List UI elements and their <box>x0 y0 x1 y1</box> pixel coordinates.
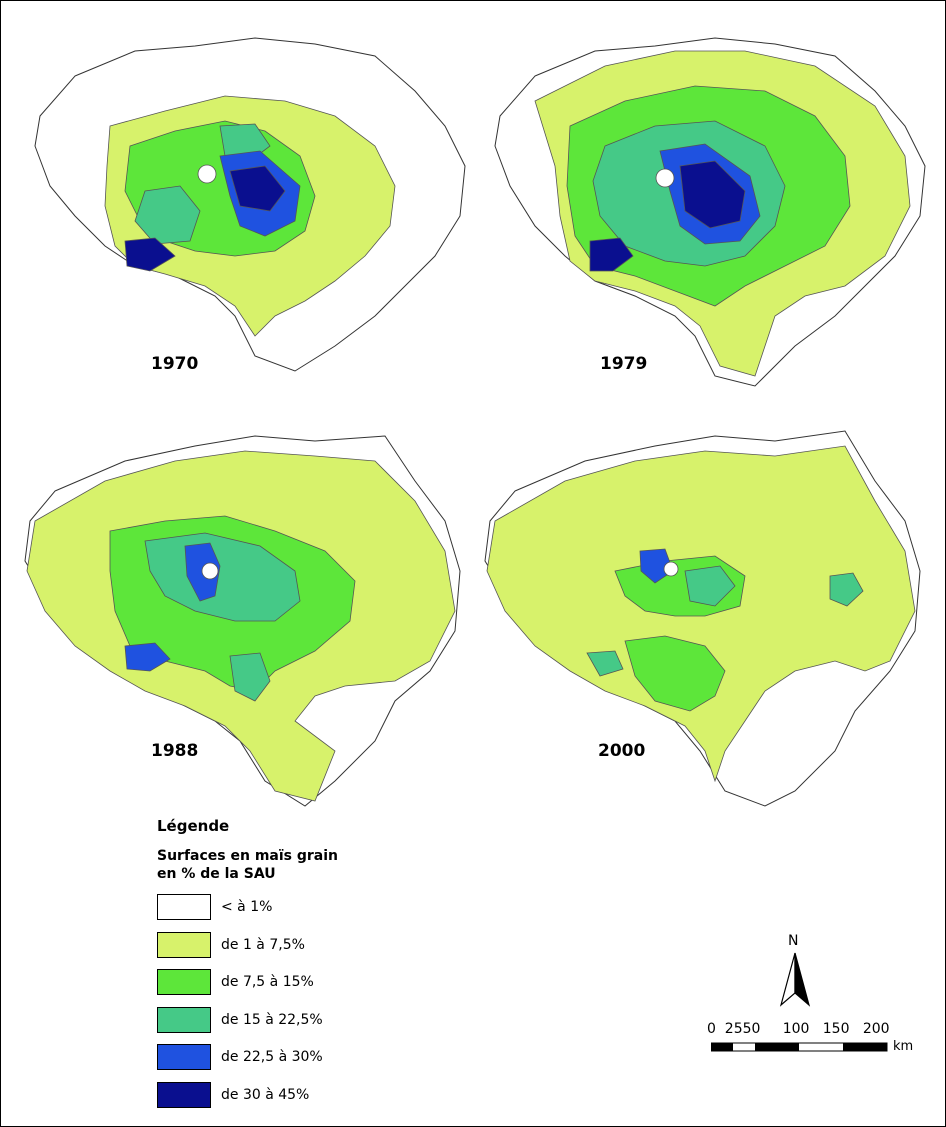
legend-class: de 15 à 22,5% <box>157 1006 487 1034</box>
map-1988: 1988 <box>15 421 475 811</box>
scale-bar-graphic <box>711 1042 888 1052</box>
legend-label-3: de 15 à 22,5% <box>221 1011 323 1028</box>
region-map-1970 <box>34 37 466 372</box>
north-letter: N <box>788 933 799 949</box>
legend-label-2: de 7,5 à 15% <box>221 974 314 990</box>
scale-ticks: 0 2550 100 150 200 <box>707 1021 890 1037</box>
region-map-1988 <box>24 435 461 807</box>
scale-bar: 0 2550 100 150 200 km <box>707 1021 927 1061</box>
year-label-2000: 2000 <box>598 741 646 761</box>
map-1979: 1979 <box>475 16 935 406</box>
legend-label-5: de 30 à 45% <box>221 1086 310 1103</box>
scale-unit: km <box>893 1039 914 1054</box>
legend-swatch-4 <box>157 1044 211 1070</box>
legend: Légende Surfaces en maïs grain en % de l… <box>157 817 487 1118</box>
legend-label-0: < à 1% <box>221 899 273 915</box>
legend-swatch-2 <box>157 969 211 995</box>
region-map-1979 <box>494 37 926 387</box>
year-label-1970: 1970 <box>151 354 199 374</box>
legend-swatch-5 <box>157 1081 211 1108</box>
map-1970: 1970 <box>15 16 475 396</box>
legend-swatch-0 <box>157 894 211 920</box>
legend-subtitle-line1: Surfaces en maïs grain <box>157 848 339 864</box>
north-arrow: N <box>777 933 817 1011</box>
legend-subtitle: Surfaces en maïs grain en % de la SAU <box>157 847 487 883</box>
legend-title: Légende <box>157 817 230 835</box>
legend-swatch-1 <box>157 931 211 958</box>
legend-class: de 22,5 à 30% <box>157 1043 487 1071</box>
legend-class: de 7,5 à 15% <box>157 968 487 996</box>
legend-class: de 30 à 45% <box>157 1081 487 1109</box>
year-label-1979: 1979 <box>600 354 648 374</box>
legend-label-1: de 1 à 7,5% <box>221 936 305 953</box>
legend-swatch-3 <box>157 1006 211 1033</box>
legend-label-4: de 22,5 à 30% <box>221 1049 323 1065</box>
map-2000: 2000 <box>475 421 935 811</box>
legend-class: de 1 à 7,5% <box>157 931 487 959</box>
region-map-2000 <box>484 430 921 807</box>
legend-class: < à 1% <box>157 893 487 921</box>
year-label-1988: 1988 <box>151 741 199 761</box>
north-arrow-icon <box>779 952 811 1007</box>
legend-subtitle-line2: en % de la SAU <box>157 866 276 882</box>
